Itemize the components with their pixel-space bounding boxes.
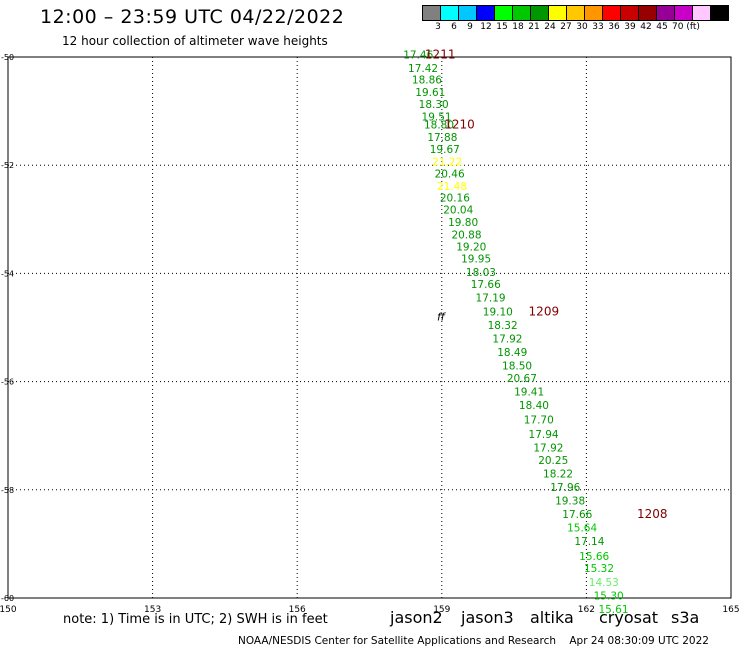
wave-height-value: 21.48: [437, 181, 467, 193]
latitude-tick-label: -60: [1, 594, 14, 603]
longitude-tick-label: 153: [144, 605, 161, 615]
note-text: note: 1) Time is in UTC; 2) SWH is in fe…: [63, 612, 328, 627]
latitude-tick-label: -56: [1, 378, 14, 387]
latitude-tick-label: -52: [1, 161, 14, 170]
color-scale-label: 18: [512, 22, 524, 32]
wave-height-value: 17.42: [408, 63, 438, 75]
credit-text: NOAA/NESDIS Center for Satellite Applica…: [238, 635, 556, 647]
latitude-tick-label: -50: [1, 53, 14, 62]
wave-height-value: 19.20: [456, 241, 486, 253]
wave-height-value: 15.66: [579, 551, 609, 563]
color-scale-label: 33: [592, 22, 604, 32]
longitude-tick-label: 162: [578, 605, 595, 615]
satellite-s3a: s3a: [671, 608, 700, 627]
color-scale-label: 70 (ft): [672, 22, 700, 32]
wave-height-value: 19.41: [514, 386, 544, 398]
color-scale-label: 39: [624, 22, 636, 32]
color-scale-label: 45: [656, 22, 668, 32]
wave-height-value: 19.61: [415, 87, 445, 99]
wave-height-value: 20.67: [507, 373, 537, 385]
color-scale-label: 3: [435, 22, 441, 32]
color-scale-labels: 3 6 9 12 15 18 21 24 27 30 33 36 39 42 45 70 (ft): [422, 22, 700, 32]
wave-height-value: 15.32: [584, 563, 614, 575]
wave-height-value: 19.67: [430, 144, 460, 156]
wave-height-value: 17.46: [403, 49, 433, 61]
latitude-tick-label: -54: [1, 269, 14, 278]
wave-height-value: 17.92: [492, 333, 522, 345]
generated-timestamp: Apr 24 08:30:09 UTC 2022: [569, 635, 709, 647]
wave-height-value: 18.30: [419, 99, 449, 111]
color-scale-label: 12: [480, 22, 492, 32]
credit-line: NOAA/NESDIS Center for Satellite Applica…: [238, 635, 709, 647]
wave-height-value: 19.10: [483, 306, 513, 318]
wave-height-value: 18.32: [488, 320, 518, 332]
time-label: 1211: [425, 47, 456, 61]
wave-height-value: 18.40: [519, 400, 549, 412]
track-marker: ff: [437, 311, 446, 324]
wave-height-value: 18.86: [412, 75, 442, 87]
wave-height-value: 20.88: [451, 229, 481, 241]
wave-height-value: 15.30: [594, 590, 624, 602]
longitude-tick-label: 165: [722, 605, 739, 615]
color-scale-label: 6: [451, 22, 457, 32]
wave-height-value: 17.96: [550, 482, 580, 494]
color-scale-label: 9: [467, 22, 473, 32]
color-scale-label: 24: [544, 22, 556, 32]
time-label: 1208: [637, 507, 668, 521]
time-label: 1210: [444, 118, 475, 132]
wave-height-value: 17.70: [524, 414, 554, 426]
wave-height-value: 17.92: [533, 443, 563, 455]
wave-height-value: 20.16: [440, 193, 470, 205]
wave-height-value: 19.51: [422, 112, 452, 124]
color-scale-label: 27: [560, 22, 572, 32]
satellite-altika: altika: [530, 608, 574, 627]
color-swatch: [710, 5, 729, 21]
page-title: 12:00 – 23:59 UTC 04/22/2022: [40, 6, 345, 28]
latitude-tick-label: -58: [1, 486, 14, 495]
page-subtitle: 12 hour collection of altimeter wave hei…: [62, 34, 328, 48]
satellite-jason3: jason3: [461, 608, 514, 627]
wave-height-value: 17.66: [562, 509, 592, 521]
wave-height-value: 19.38: [555, 496, 585, 508]
wave-height-value: 20.25: [538, 455, 568, 467]
map-frame: [7, 56, 732, 599]
wave-height-value: 20.04: [443, 205, 473, 217]
color-scale-label: 42: [640, 22, 652, 32]
longitude-tick-label: 159: [433, 605, 450, 615]
wave-height-value: 18.50: [502, 360, 532, 372]
wave-height-value: 18.80: [424, 120, 454, 132]
color-scale-label: 30: [576, 22, 588, 32]
wave-height-value: 17.14: [574, 536, 604, 548]
wave-height-value: 17.66: [471, 279, 501, 291]
color-scale-label: 36: [608, 22, 620, 32]
time-label: 1209: [529, 304, 560, 318]
wave-height-value: 17.88: [427, 132, 457, 144]
wave-height-value: 20.46: [435, 168, 465, 180]
color-scale-label: 15: [496, 22, 508, 32]
wave-height-value: 15.64: [567, 523, 597, 535]
longitude-tick-label: 150: [0, 605, 17, 615]
wave-height-value: 15.61: [598, 604, 628, 616]
wave-height-value: 19.95: [461, 253, 491, 265]
wave-height-value: 17.94: [529, 429, 559, 441]
satellite-jason2: jason2: [390, 608, 443, 627]
color-scale-label: 21: [528, 22, 540, 32]
wave-height-value: 18.49: [497, 347, 527, 359]
wave-height-value: 18.03: [466, 267, 496, 279]
wave-height-value: 18.22: [543, 469, 573, 481]
wave-height-value: 17.19: [476, 293, 506, 305]
longitude-tick-label: 156: [289, 605, 306, 615]
satellite-cryosat: cryosat: [599, 608, 659, 627]
wave-height-value: 21.22: [432, 156, 462, 168]
color-scale: [422, 5, 729, 21]
wave-height-value: 19.80: [448, 217, 478, 229]
wave-height-value: 14.53: [589, 577, 619, 589]
